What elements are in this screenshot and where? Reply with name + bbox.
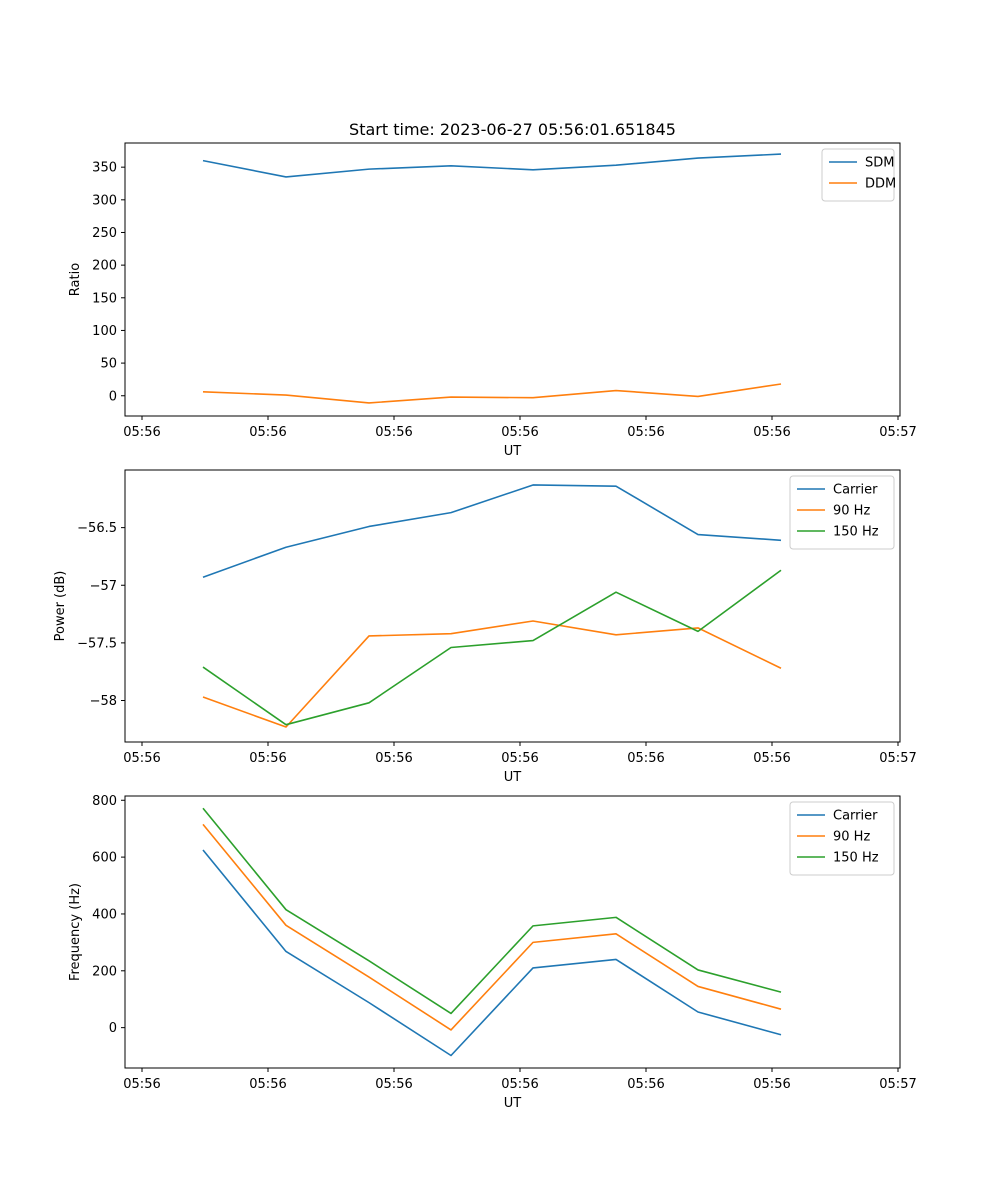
y-tick-label: −58 bbox=[90, 694, 117, 709]
x-tick-label: 05:56 bbox=[249, 1077, 286, 1092]
subplot-3: 05:56 05:56 05:56 05:56 05:56 05:56 05:57 UT 0 20… bbox=[68, 794, 917, 1111]
y-axis-label: Frequency (Hz) bbox=[68, 883, 83, 981]
x-axis-label: UT bbox=[504, 1096, 522, 1111]
x-tick-label: 05:56 bbox=[627, 1077, 664, 1092]
y-tick-label: 200 bbox=[92, 259, 117, 274]
subplot-1: 05:56 05:56 05:56 05:56 05:56 05:56 05:57 UT 0 50… bbox=[68, 142, 917, 459]
y-axis-label: Ratio bbox=[68, 263, 83, 296]
series-lines bbox=[202, 153, 782, 404]
y-tick-label: 50 bbox=[100, 357, 117, 372]
x-axis-ticks: 05:56 05:56 05:56 05:56 05:56 05:56 05:57 bbox=[123, 416, 917, 440]
y-tick-label: 400 bbox=[92, 907, 117, 922]
figure-title: Start time: 2023-06-27 05:56:01.651845 bbox=[349, 120, 676, 139]
legend-label: Carrier bbox=[833, 809, 878, 824]
x-tick-label: 05:56 bbox=[627, 751, 664, 766]
series-lines bbox=[202, 807, 782, 1057]
series-line-150-hz bbox=[202, 569, 782, 726]
series-line-ddm bbox=[202, 383, 782, 404]
y-tick-label: 200 bbox=[92, 964, 117, 979]
x-tick-label: 05:56 bbox=[249, 425, 286, 440]
series-line-carrier bbox=[202, 484, 782, 578]
y-tick-label: −56.5 bbox=[77, 521, 117, 536]
legend-label: Carrier bbox=[833, 483, 878, 498]
x-axis-label: UT bbox=[504, 770, 522, 785]
legend-label: 90 Hz bbox=[833, 830, 870, 845]
x-tick-label: 05:56 bbox=[753, 751, 790, 766]
x-tick-label: 05:56 bbox=[123, 425, 160, 440]
y-tick-label: 600 bbox=[92, 851, 117, 866]
x-tick-label: 05:57 bbox=[879, 751, 916, 766]
x-tick-label: 05:56 bbox=[753, 425, 790, 440]
series-line-carrier bbox=[202, 849, 782, 1057]
x-tick-label: 05:56 bbox=[375, 425, 412, 440]
x-tick-label: 05:56 bbox=[501, 751, 538, 766]
x-tick-label: 05:57 bbox=[879, 1077, 916, 1092]
x-axis-label: UT bbox=[504, 444, 522, 459]
y-tick-label: 0 bbox=[109, 389, 117, 404]
x-tick-label: 05:56 bbox=[375, 751, 412, 766]
x-tick-label: 05:56 bbox=[123, 1077, 160, 1092]
series-line-90-hz bbox=[202, 620, 782, 728]
legend: Carrier 90 Hz 150 Hz bbox=[789, 801, 895, 876]
legend-label: 150 Hz bbox=[833, 851, 879, 866]
series-line-sdm bbox=[202, 153, 782, 178]
y-tick-label: 300 bbox=[92, 193, 117, 208]
x-tick-label: 05:56 bbox=[501, 1077, 538, 1092]
legend-label: DDM bbox=[865, 177, 896, 192]
y-tick-label: −57 bbox=[90, 579, 117, 594]
x-axis-ticks: 05:56 05:56 05:56 05:56 05:56 05:56 05:57 bbox=[123, 1068, 917, 1092]
y-axis-ticks: −58 −57.5 −57 −56.5 bbox=[77, 521, 125, 709]
x-tick-label: 05:56 bbox=[249, 751, 286, 766]
y-axis-ticks: 0 50 100 150 200 250 300 350 bbox=[92, 161, 125, 404]
y-tick-label: −57.5 bbox=[77, 636, 117, 651]
legend: Carrier 90 Hz 150 Hz bbox=[789, 475, 895, 550]
y-tick-label: 150 bbox=[92, 291, 117, 306]
x-tick-label: 05:56 bbox=[627, 425, 664, 440]
series-lines bbox=[202, 484, 782, 728]
y-tick-label: 0 bbox=[109, 1021, 117, 1036]
y-tick-label: 800 bbox=[92, 794, 117, 809]
legend-label: 90 Hz bbox=[833, 504, 870, 519]
x-tick-label: 05:56 bbox=[375, 1077, 412, 1092]
x-tick-label: 05:57 bbox=[879, 425, 916, 440]
axes-frame bbox=[124, 795, 901, 1069]
legend-label: 150 Hz bbox=[833, 525, 879, 540]
x-tick-label: 05:56 bbox=[501, 425, 538, 440]
x-tick-label: 05:56 bbox=[123, 751, 160, 766]
y-axis-label: Power (dB) bbox=[53, 571, 68, 642]
y-tick-label: 250 bbox=[92, 226, 117, 241]
x-axis-ticks: 05:56 05:56 05:56 05:56 05:56 05:56 05:57 bbox=[123, 742, 917, 766]
subplot-2: 05:56 05:56 05:56 05:56 05:56 05:56 05:57 UT −58… bbox=[53, 469, 917, 785]
y-tick-label: 100 bbox=[92, 324, 117, 339]
y-axis-ticks: 0 200 400 600 800 bbox=[92, 794, 125, 1036]
series-line-150-hz bbox=[202, 807, 782, 1015]
subplots: 05:56 05:56 05:56 05:56 05:56 05:56 05:57 UT 0 50… bbox=[53, 142, 917, 1111]
y-tick-label: 350 bbox=[92, 161, 117, 176]
legend-label: SDM bbox=[865, 156, 894, 171]
x-tick-label: 05:56 bbox=[753, 1077, 790, 1092]
axes-frame bbox=[124, 469, 901, 743]
legend: SDM DDM bbox=[821, 148, 896, 202]
axes-frame bbox=[124, 142, 901, 417]
series-line-90-hz bbox=[202, 823, 782, 1031]
